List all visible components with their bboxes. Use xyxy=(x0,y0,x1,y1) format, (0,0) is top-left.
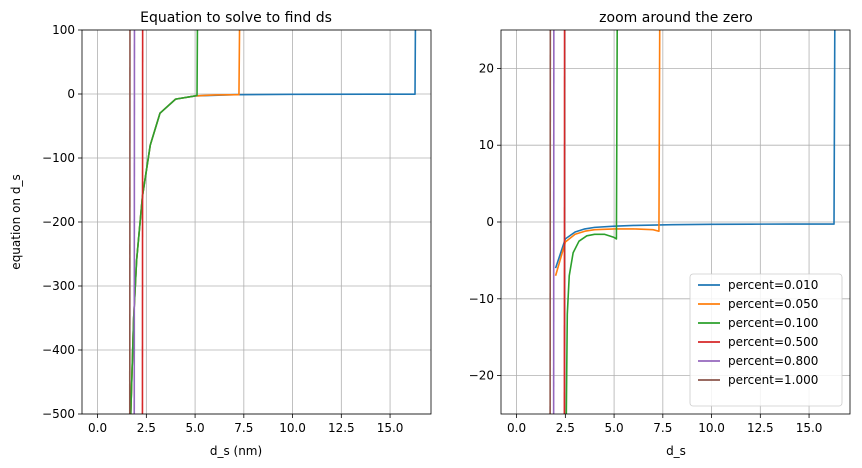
left-chart: Equation to solve to find ds d_s (nm) eq… xyxy=(9,10,432,458)
right-chart-series-line-2 xyxy=(554,30,661,276)
right-chart-y-tick-label: 10 xyxy=(479,138,494,152)
right-chart-x-tick-label: 12.5 xyxy=(747,421,774,435)
right-chart-x-label: d_s xyxy=(666,444,686,458)
legend-label-1: percent=0.010 xyxy=(728,278,818,292)
right-chart-x-tick-label: 10.0 xyxy=(698,421,725,435)
right-chart-y-tick-label: −10 xyxy=(469,292,494,306)
right-chart-x-tick-label: 5.0 xyxy=(605,421,624,435)
legend-label-2: percent=0.050 xyxy=(728,297,818,311)
left-chart-x-label: d_s (nm) xyxy=(210,444,262,458)
legend-label-5: percent=0.800 xyxy=(728,354,818,368)
legend-label-3: percent=0.100 xyxy=(728,316,818,330)
right-chart-y-tick-label: 0 xyxy=(486,215,494,229)
legend-label-4: percent=0.500 xyxy=(728,335,818,349)
left-chart-y-tick-label: −200 xyxy=(42,215,75,229)
left-chart-title: Equation to solve to find ds xyxy=(140,10,332,26)
left-chart-x-tick-label: 10.0 xyxy=(279,421,306,435)
right-chart-y-tick-label: −20 xyxy=(469,369,494,383)
right-chart: zoom around the zero d_s 0.0 2.5 5.0 7.5 10.… xyxy=(469,10,851,458)
left-chart-x-tick-label: 12.5 xyxy=(328,421,355,435)
right-chart-legend: percent=0.010 percent=0.050 percent=0.100 p… xyxy=(689,273,843,407)
left-chart-x-tick-label: 15.0 xyxy=(377,421,404,435)
right-chart-x-tick-label: 7.5 xyxy=(653,421,672,435)
right-chart-title: zoom around the zero xyxy=(599,10,753,26)
legend-label-6: percent=1.000 xyxy=(728,373,818,387)
left-chart-x-tick-label: 2.5 xyxy=(137,421,156,435)
left-chart-y-tick-label: −100 xyxy=(42,151,75,165)
right-chart-plot-area xyxy=(549,30,836,414)
right-chart-x-tick-label: 2.5 xyxy=(556,421,575,435)
right-chart-x-tick-label: 0.0 xyxy=(507,421,526,435)
right-chart-series-line-1 xyxy=(554,30,836,269)
left-chart-y-tick-label: 0 xyxy=(67,87,75,101)
left-chart-x-tick-label: 0.0 xyxy=(88,421,107,435)
right-chart-series-line-3 xyxy=(565,30,619,414)
left-chart-y-tick-label: −500 xyxy=(42,407,75,421)
right-chart-x-tick-label: 15.0 xyxy=(796,421,823,435)
left-chart-x-tick-label: 5.0 xyxy=(186,421,205,435)
left-chart-y-label: equation on d_s xyxy=(9,174,23,269)
legend-box xyxy=(689,273,843,407)
left-chart-y-tick-label: 100 xyxy=(52,23,75,37)
left-chart-series-line-3 xyxy=(129,30,199,414)
left-chart-x-tick-label: 7.5 xyxy=(234,421,253,435)
left-chart-y-tick-label: −400 xyxy=(42,343,75,357)
right-chart-y-tick-label: 20 xyxy=(479,61,494,75)
left-chart-plot-area xyxy=(128,30,417,414)
left-chart-y-tick-label: −300 xyxy=(42,279,75,293)
